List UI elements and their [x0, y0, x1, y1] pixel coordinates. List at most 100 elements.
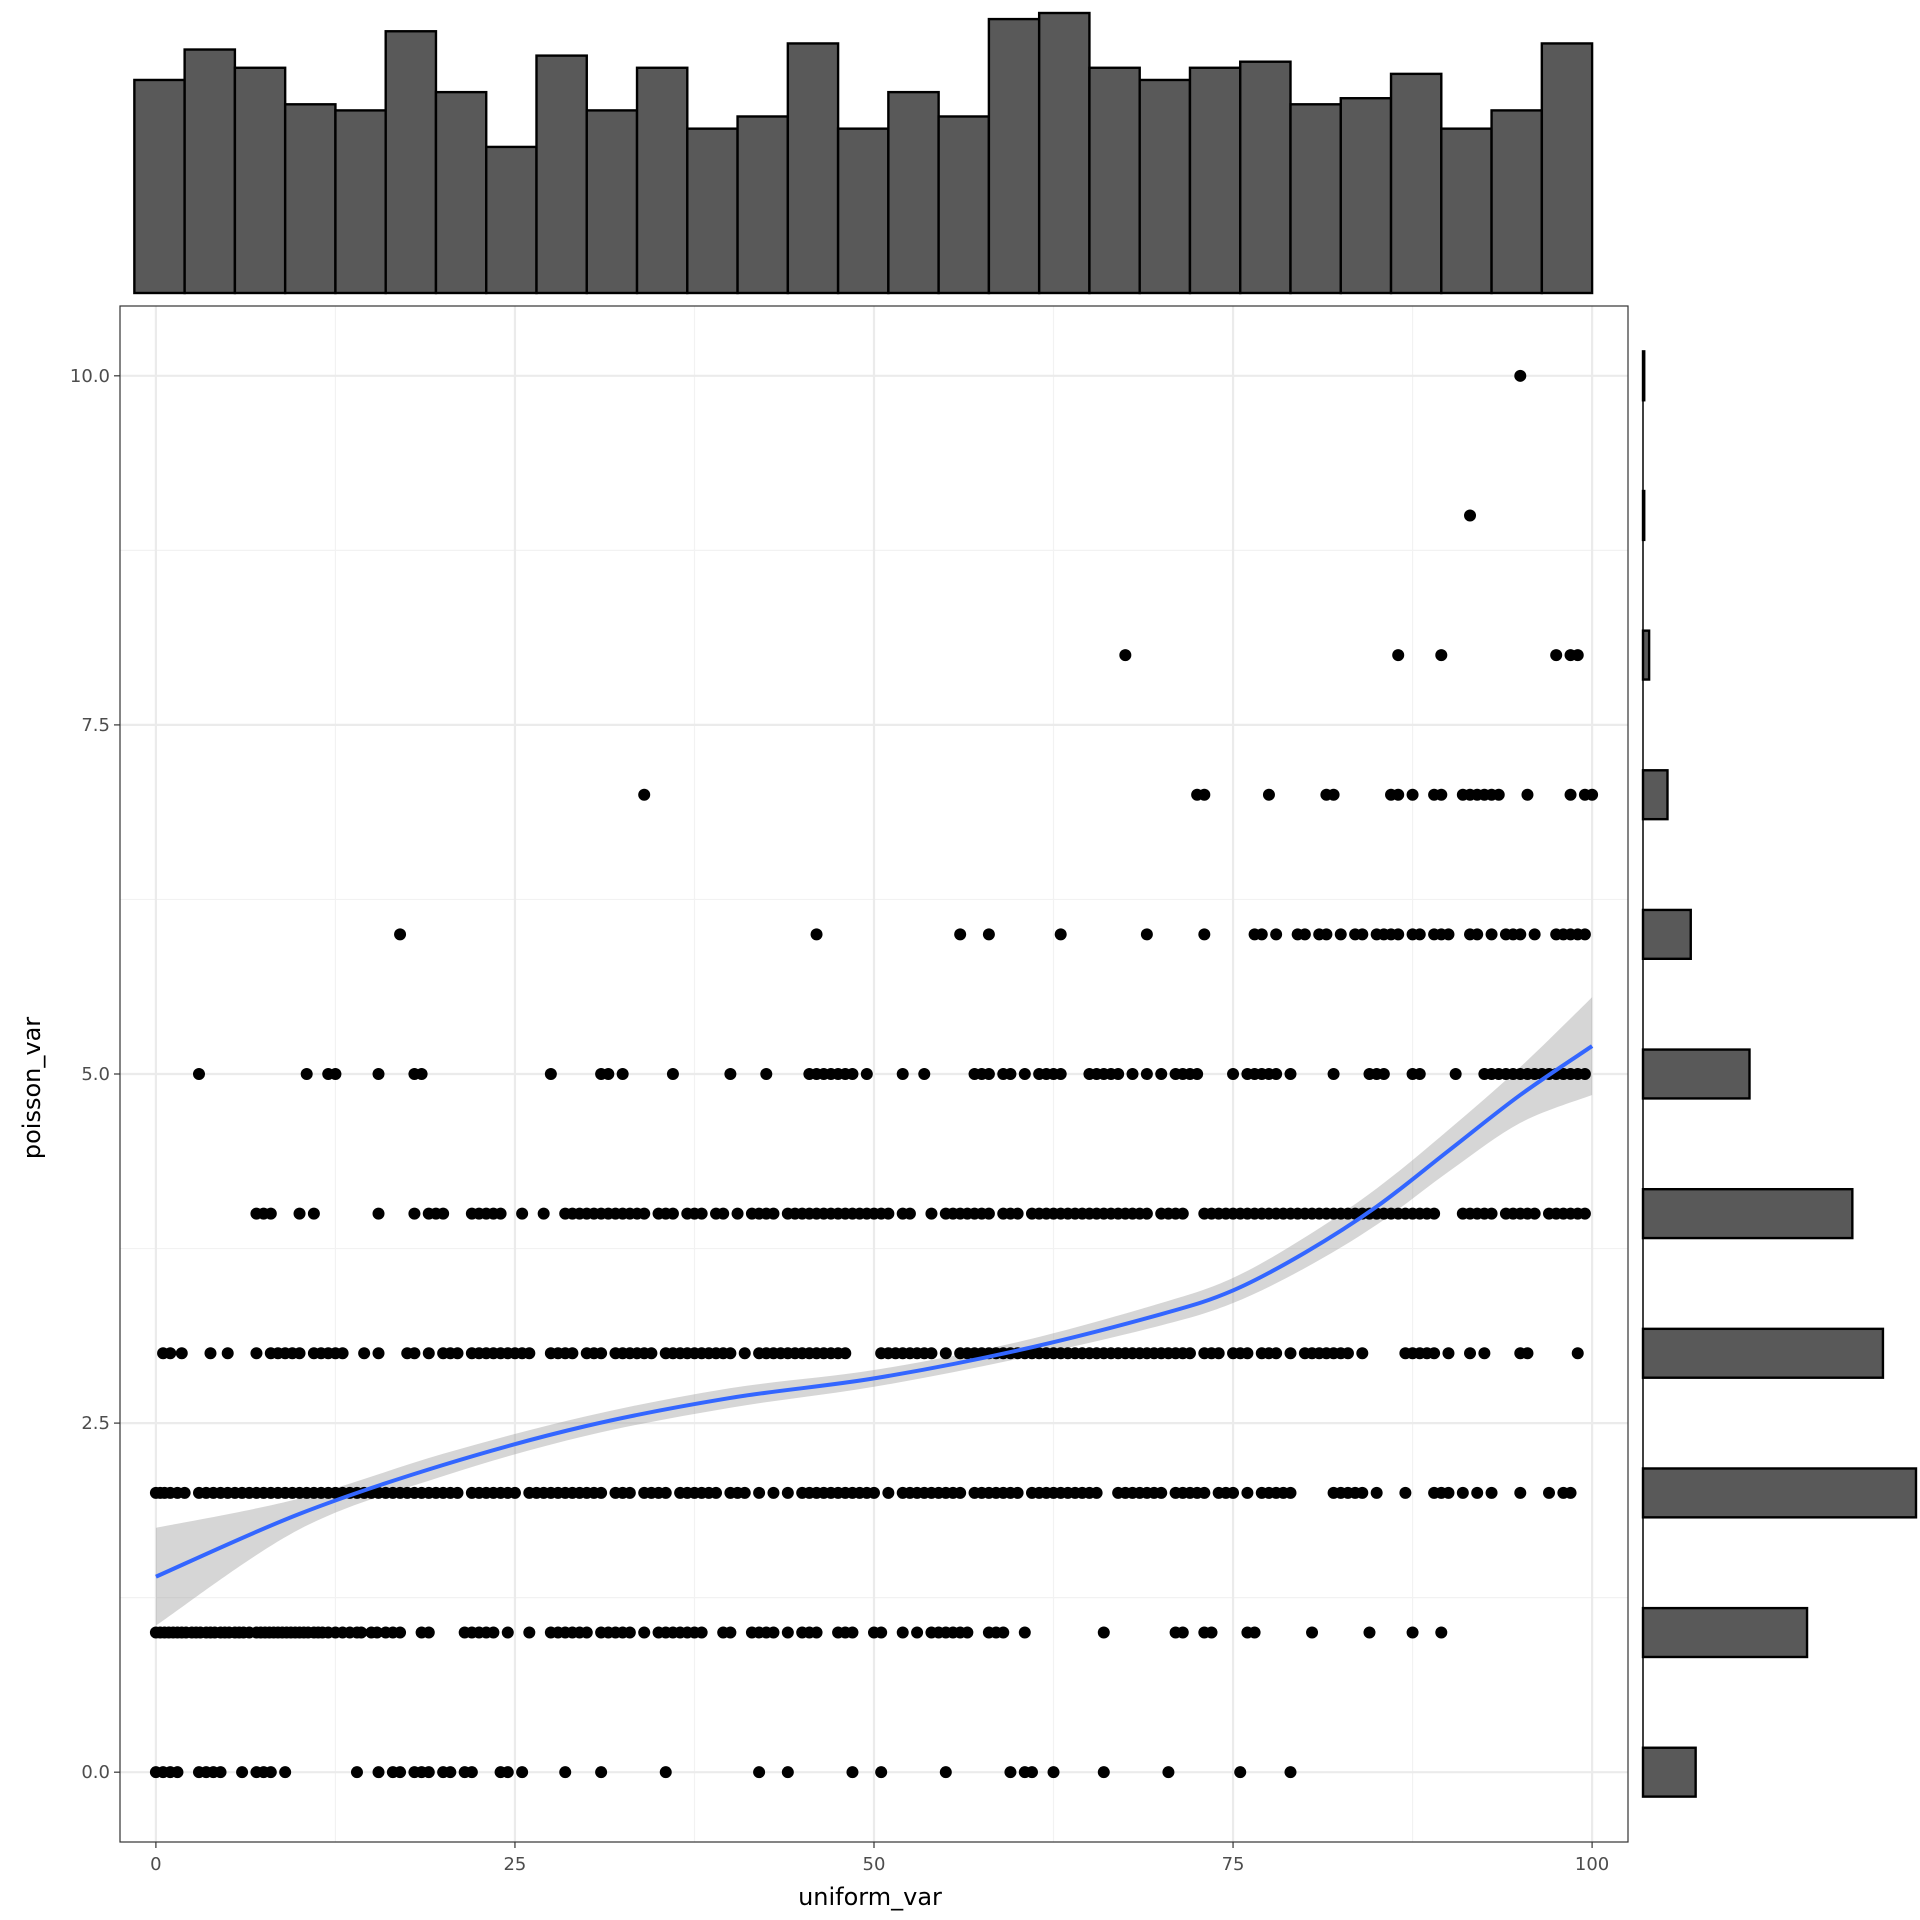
y-axis: 0.0 2.5 5.0 7.5 10.0	[70, 366, 120, 1783]
data-point	[1514, 1486, 1527, 1499]
data-point	[204, 1347, 217, 1360]
data-point	[753, 1486, 766, 1499]
data-point	[487, 1626, 500, 1639]
data-point	[422, 1626, 435, 1639]
data-point	[738, 1486, 751, 1499]
data-point	[925, 1347, 938, 1360]
data-point	[1406, 788, 1419, 801]
data-point	[602, 1068, 615, 1080]
right-histogram-bar	[1641, 1606, 1809, 1659]
data-point	[1392, 928, 1405, 941]
data-point	[1435, 649, 1448, 662]
data-point	[1571, 1347, 1584, 1360]
data-point	[1284, 1486, 1297, 1499]
top-histogram-bar	[1239, 60, 1292, 295]
data-point	[724, 1068, 737, 1080]
data-point	[939, 1766, 952, 1779]
y-tick-label: 0.0	[81, 1762, 110, 1783]
top-histogram-bar	[686, 127, 739, 295]
top-histogram-bar	[183, 48, 237, 295]
data-point	[666, 1207, 679, 1220]
data-point	[954, 1486, 967, 1499]
data-point	[559, 1766, 572, 1779]
data-point	[1485, 1486, 1498, 1499]
data-point	[1456, 1486, 1469, 1499]
data-point	[372, 1347, 385, 1360]
data-point	[875, 1626, 888, 1639]
data-point	[1234, 1766, 1247, 1779]
data-point	[494, 1207, 507, 1220]
data-point	[171, 1766, 184, 1779]
data-point	[214, 1766, 227, 1779]
data-point	[1521, 788, 1534, 801]
data-point	[911, 1626, 924, 1639]
data-point	[1392, 788, 1405, 801]
right-histogram-bar	[1641, 1746, 1697, 1798]
data-point	[1471, 1486, 1484, 1499]
data-point	[1205, 1626, 1218, 1639]
data-point	[982, 1207, 995, 1220]
data-point	[1054, 1068, 1067, 1080]
data-point	[566, 1347, 579, 1360]
data-point	[1578, 1068, 1591, 1080]
data-point	[1356, 1486, 1369, 1499]
data-point	[293, 1347, 306, 1360]
data-point	[1356, 1347, 1369, 1360]
top-histogram-bar	[836, 127, 890, 295]
data-point	[250, 1347, 263, 1360]
top-histogram-bar	[535, 54, 588, 295]
data-point	[236, 1766, 249, 1779]
data-point	[1140, 1068, 1153, 1080]
data-point	[638, 1207, 651, 1220]
data-point	[1442, 928, 1455, 941]
data-point	[1428, 1207, 1441, 1220]
data-point	[178, 1486, 191, 1499]
data-point	[666, 1068, 679, 1080]
right-histogram-bar	[1641, 908, 1692, 960]
top-histogram-bar	[987, 17, 1041, 295]
data-point	[1183, 1347, 1196, 1360]
data-point	[1478, 1347, 1491, 1360]
data-point	[939, 1347, 952, 1360]
data-point	[882, 1486, 895, 1499]
major-gridlines	[120, 306, 1628, 1842]
top-histogram-bar	[384, 30, 438, 295]
smooth-trend-line	[155, 1044, 1594, 1579]
top-histogram-bar	[334, 109, 387, 295]
data-point	[358, 1347, 371, 1360]
y-tick-label: 7.5	[81, 715, 110, 736]
x-tick-label: 25	[503, 1854, 526, 1875]
data-point	[1370, 1486, 1383, 1499]
top-histogram-bar	[1088, 66, 1141, 295]
top-histogram-bar	[1490, 109, 1544, 295]
top-histogram-bar	[233, 66, 287, 295]
data-point	[508, 1486, 521, 1499]
data-point	[264, 1207, 277, 1220]
data-point	[645, 1347, 658, 1360]
data-point	[580, 1626, 593, 1639]
top-histogram-bar	[283, 103, 337, 295]
data-point	[810, 928, 823, 941]
top-marginal-histogram	[133, 11, 1594, 295]
data-point	[1528, 928, 1541, 941]
data-point	[350, 1766, 363, 1779]
data-point	[1212, 1347, 1225, 1360]
data-point	[1341, 1347, 1354, 1360]
data-point	[781, 1626, 794, 1639]
data-point	[437, 1207, 450, 1220]
data-point	[846, 1626, 859, 1639]
data-point	[860, 1068, 873, 1080]
top-histogram-bar	[786, 42, 840, 295]
x-axis: 0 25 50 75 100	[150, 1842, 1609, 1875]
data-point	[1284, 1347, 1297, 1360]
top-histogram-bar	[133, 78, 186, 295]
data-point	[760, 1068, 773, 1080]
data-point	[896, 1626, 909, 1639]
right-histogram-bar	[1641, 1467, 1918, 1519]
data-point	[1464, 1347, 1477, 1360]
data-point	[1054, 928, 1067, 941]
data-point	[1126, 1068, 1139, 1080]
data-point	[1140, 928, 1153, 941]
top-histogram-bar	[1540, 42, 1594, 295]
